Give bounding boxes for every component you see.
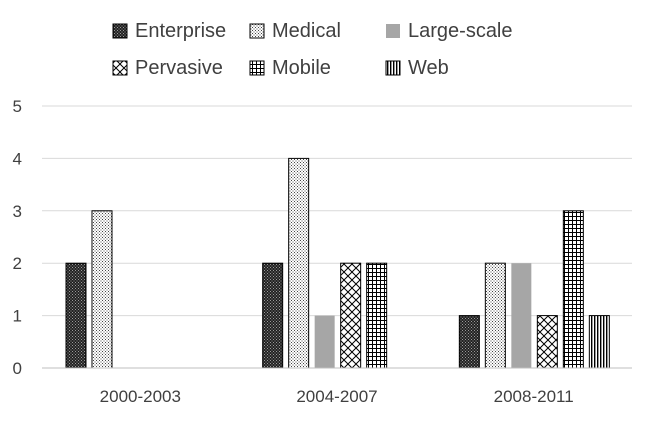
y-tick-label: 1 bbox=[13, 307, 22, 326]
bar-web-2008-2011 bbox=[588, 315, 610, 369]
legend-item-mobile: Mobile bbox=[249, 57, 331, 79]
x-category-label: 2000-2003 bbox=[100, 387, 181, 406]
bar-enterprise-2004-2007 bbox=[262, 262, 284, 369]
legend-label: Pervasive bbox=[135, 57, 223, 79]
legend-label: Medical bbox=[272, 20, 341, 42]
bar-medical-2004-2007 bbox=[288, 157, 310, 369]
legend-swatch bbox=[249, 60, 265, 76]
bar-medical-2008-2011 bbox=[484, 262, 506, 369]
legend-swatch bbox=[112, 60, 128, 76]
legend-item-enterprise: Enterprise bbox=[112, 20, 226, 42]
legend: Enterprise Medical Large-scale Pervasive Mob… bbox=[112, 20, 513, 79]
legend-item-medical: Medical bbox=[249, 20, 341, 42]
bar-large-scale-2008-2011 bbox=[511, 263, 532, 368]
bar-enterprise-2000-2003 bbox=[65, 262, 87, 369]
y-tick-label: 5 bbox=[13, 97, 22, 116]
bars bbox=[65, 157, 610, 369]
legend-swatch bbox=[249, 23, 265, 39]
legend-item-web: Web bbox=[385, 57, 449, 79]
bar-medical-2000-2003 bbox=[91, 210, 113, 369]
x-category-label: 2008-2011 bbox=[494, 387, 574, 406]
y-tick-label: 3 bbox=[13, 202, 22, 221]
legend-label: Mobile bbox=[272, 57, 331, 79]
legend-swatch bbox=[112, 23, 128, 39]
y-tick-label: 0 bbox=[13, 359, 22, 378]
x-category-label: 2004-2007 bbox=[296, 387, 377, 406]
bar-large-scale-2004-2007 bbox=[314, 315, 335, 368]
legend-label: Large-scale bbox=[408, 20, 513, 42]
bar-pervasive-2004-2007 bbox=[340, 262, 362, 369]
y-axis-ticks: 0 1 2 3 4 5 bbox=[13, 97, 22, 378]
legend-swatch bbox=[385, 60, 401, 76]
bar-pervasive-2008-2011 bbox=[536, 315, 558, 369]
legend-label: Enterprise bbox=[135, 20, 226, 42]
y-tick-label: 2 bbox=[13, 254, 22, 273]
x-axis-categories: 2000-2003 2004-2007 2008-2011 bbox=[100, 387, 574, 406]
legend-item-pervasive: Pervasive bbox=[112, 57, 223, 79]
gridlines bbox=[42, 105, 632, 317]
legend-item-large-scale: Large-scale bbox=[386, 20, 513, 42]
legend-label: Web bbox=[408, 57, 449, 79]
bar-mobile-2004-2007 bbox=[366, 262, 388, 369]
bar-enterprise-2008-2011 bbox=[458, 315, 480, 369]
legend-swatch bbox=[386, 24, 400, 38]
y-tick-label: 4 bbox=[13, 149, 22, 168]
bar-mobile-2008-2011 bbox=[562, 210, 584, 369]
